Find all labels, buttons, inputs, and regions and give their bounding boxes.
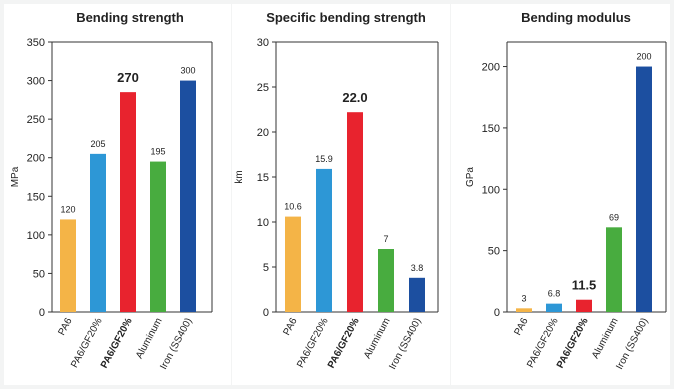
y-axis-label: km [234, 170, 245, 183]
data-label: 6.8 [548, 289, 561, 299]
data-label: 205 [90, 139, 105, 149]
y-tick-label: 150 [482, 123, 500, 135]
bar [546, 303, 562, 312]
bar [378, 249, 394, 312]
y-tick-label: 0 [494, 307, 500, 319]
panel-background [451, 4, 670, 385]
y-tick-label: 200 [482, 62, 500, 74]
y-tick-label: 50 [33, 268, 45, 280]
y-tick-label: 100 [482, 184, 500, 196]
data-label: 22.0 [342, 90, 367, 105]
bar [285, 216, 301, 312]
y-axis-label: GPa [465, 167, 476, 187]
data-label: 15.9 [315, 154, 333, 164]
bar [120, 92, 136, 313]
data-label: 3.8 [411, 263, 424, 273]
bar [516, 308, 532, 312]
bar [606, 227, 622, 312]
bar [316, 168, 332, 312]
data-label: 200 [636, 52, 651, 62]
y-tick-label: 25 [257, 82, 269, 94]
y-tick-label: 150 [27, 191, 45, 203]
data-label: 120 [60, 204, 75, 214]
y-tick-label: 15 [257, 172, 269, 184]
bar [150, 161, 166, 312]
bar [180, 80, 196, 312]
data-label: 300 [180, 66, 195, 76]
y-tick-label: 50 [488, 246, 500, 258]
chart-panel-1: Bending strength 0 50 100 150 200 250 300 350 MPa… [4, 4, 231, 385]
bar [636, 66, 652, 312]
y-tick-label: 350 [27, 37, 45, 49]
data-label: 270 [117, 70, 139, 85]
data-label: 7 [383, 234, 388, 244]
panel-background [232, 4, 450, 385]
y-tick-label: 5 [263, 262, 269, 274]
bar [347, 112, 363, 312]
y-tick-label: 10 [257, 217, 269, 229]
data-label: 10.6 [284, 202, 302, 212]
chart-panel-2: Specific bending strength 0 5 10 15 20 25 30 km 1… [232, 4, 450, 385]
data-label: 3 [521, 293, 526, 303]
y-tick-label: 100 [27, 230, 45, 242]
y-tick-label: 300 [27, 76, 45, 88]
y-axis-label: MPa [10, 166, 21, 187]
data-label: 69 [609, 212, 619, 222]
y-tick-label: 200 [27, 153, 45, 165]
y-tick-label: 250 [27, 114, 45, 126]
y-tick-label: 20 [257, 127, 269, 139]
chart-title: Specific bending strength [266, 10, 426, 25]
bar [90, 153, 106, 312]
bar [576, 299, 592, 312]
data-label: 11.5 [572, 278, 597, 293]
chart-title: Bending modulus [521, 10, 631, 25]
data-label: 195 [150, 147, 165, 157]
y-tick-label: 0 [39, 307, 45, 319]
bar [60, 219, 76, 312]
y-tick-label: 0 [263, 307, 269, 319]
y-tick-label: 30 [257, 37, 269, 49]
chart-title: Bending strength [76, 10, 184, 25]
chart-panel-3: Bending modulus050100150200GPa3PA66.8PA6… [451, 4, 670, 385]
bar [409, 277, 425, 312]
